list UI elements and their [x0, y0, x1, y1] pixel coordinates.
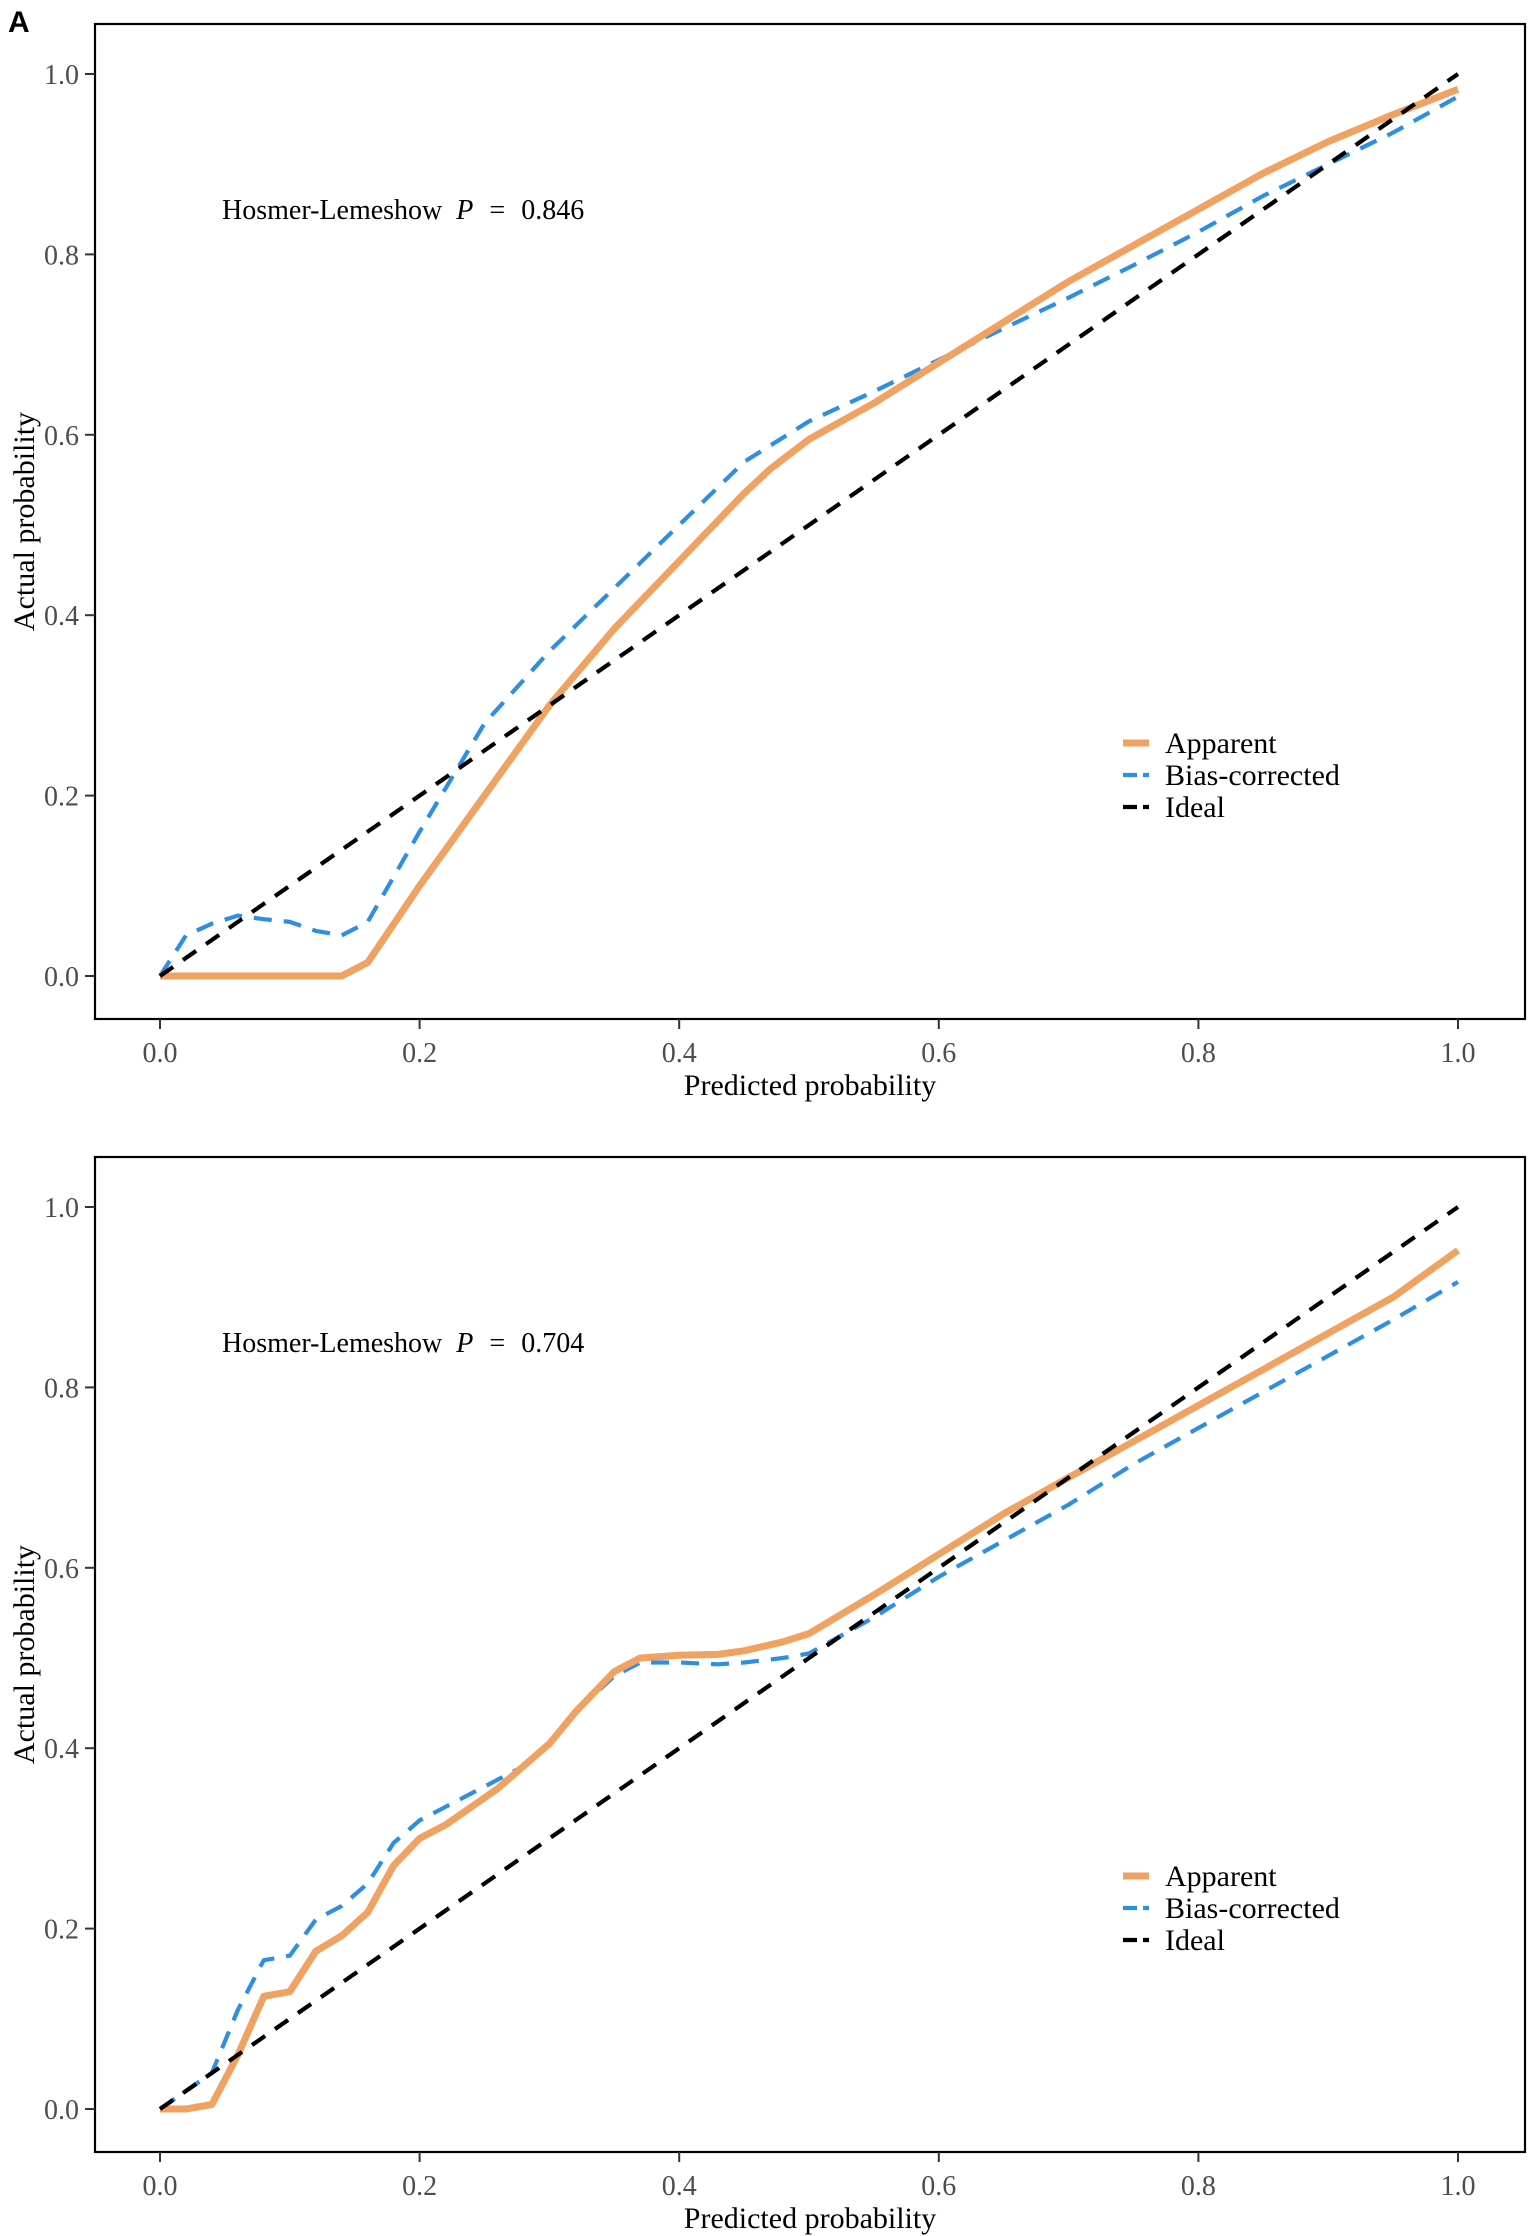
y-tick-label: 0.4 — [44, 601, 79, 632]
hosmer-lemeshow-annotation: Hosmer-Lemeshow P = 0.704 — [222, 1328, 584, 1359]
series-line-ideal — [158, 1205, 1460, 2111]
series-line-ideal — [158, 72, 1460, 978]
x-tick-label: 0.2 — [402, 2171, 437, 2202]
legend-label: Ideal — [1165, 1924, 1225, 1957]
y-tick-label: 0.2 — [44, 1915, 79, 1946]
annotation-stat: P — [455, 195, 473, 226]
x-tick-label: 0.4 — [662, 1038, 697, 1069]
panel-a: A 0.0 0.2 0.4 0.6 0.8 1.0 0.0 0.2 0.4 0.6 0.8 1.0 Pre… — [8, 6, 1527, 1102]
x-tick-label: 0.2 — [402, 1038, 437, 1069]
y-tick-label: 1.0 — [44, 60, 79, 91]
annotation-stat: P — [455, 1328, 473, 1359]
panel-b: B0.00.20.40.60.81.00.00.20.40.60.81.0Pre… — [8, 1155, 1527, 2235]
x-tick-label: 0.0 — [143, 2171, 178, 2202]
x-axis-label: Predicted probability — [684, 2202, 936, 2235]
series-line-apparent — [160, 86, 1460, 980]
x-tick-label: 0.4 — [662, 2171, 697, 2202]
x-axis-label: Predicted probability — [684, 1069, 936, 1102]
x-tick-label: 0.6 — [921, 1038, 956, 1069]
y-tick-label: 0.6 — [44, 421, 79, 452]
x-tick-label: 1.0 — [1441, 2171, 1476, 2202]
plot-frame — [93, 1155, 1527, 2154]
series-line-bias-corrected — [158, 94, 1460, 978]
legend-label: Bias-corrected — [1165, 1892, 1340, 1925]
plot-frame — [93, 22, 1527, 1021]
legend-label: Ideal — [1165, 791, 1225, 824]
annotation-value: 0.846 — [521, 195, 584, 226]
legend-label: Bias-corrected — [1165, 759, 1340, 792]
x-tick-label: 0.8 — [1181, 1038, 1216, 1069]
y-tick-label: 0.6 — [44, 1554, 79, 1585]
annotation-label: Hosmer-Lemeshow — [222, 195, 443, 226]
x-tick-label: 1.0 — [1441, 1038, 1476, 1069]
annotation-value: 0.704 — [521, 1328, 584, 1359]
legend-label: Apparent — [1165, 727, 1277, 760]
annotation-label: Hosmer-Lemeshow — [222, 1328, 443, 1359]
y-tick-label: 0.0 — [44, 2095, 79, 2126]
annotation-eq: = — [489, 195, 505, 226]
panel-letter: A — [8, 6, 30, 39]
x-tick-label: 0.0 — [143, 1038, 178, 1069]
y-tick-label: 0.8 — [44, 1373, 79, 1404]
legend-label: Apparent — [1165, 1860, 1277, 1893]
x-tick-label: 0.6 — [921, 2171, 956, 2202]
y-tick-label: 0.2 — [44, 782, 79, 813]
hosmer-lemeshow-annotation: Hosmer-Lemeshow P = 0.846 — [222, 195, 584, 226]
y-axis-label: Actual probability — [8, 412, 41, 631]
y-tick-label: 0.0 — [44, 962, 79, 993]
y-tick-label: 0.4 — [44, 1734, 79, 1765]
series-line-apparent — [160, 1247, 1461, 2113]
annotation-eq: = — [489, 1328, 505, 1359]
y-axis-label: Actual probability — [8, 1545, 41, 1764]
x-tick-label: 0.8 — [1181, 2171, 1216, 2202]
y-tick-label: 1.0 — [44, 1193, 79, 1224]
y-tick-label: 0.8 — [44, 240, 79, 271]
